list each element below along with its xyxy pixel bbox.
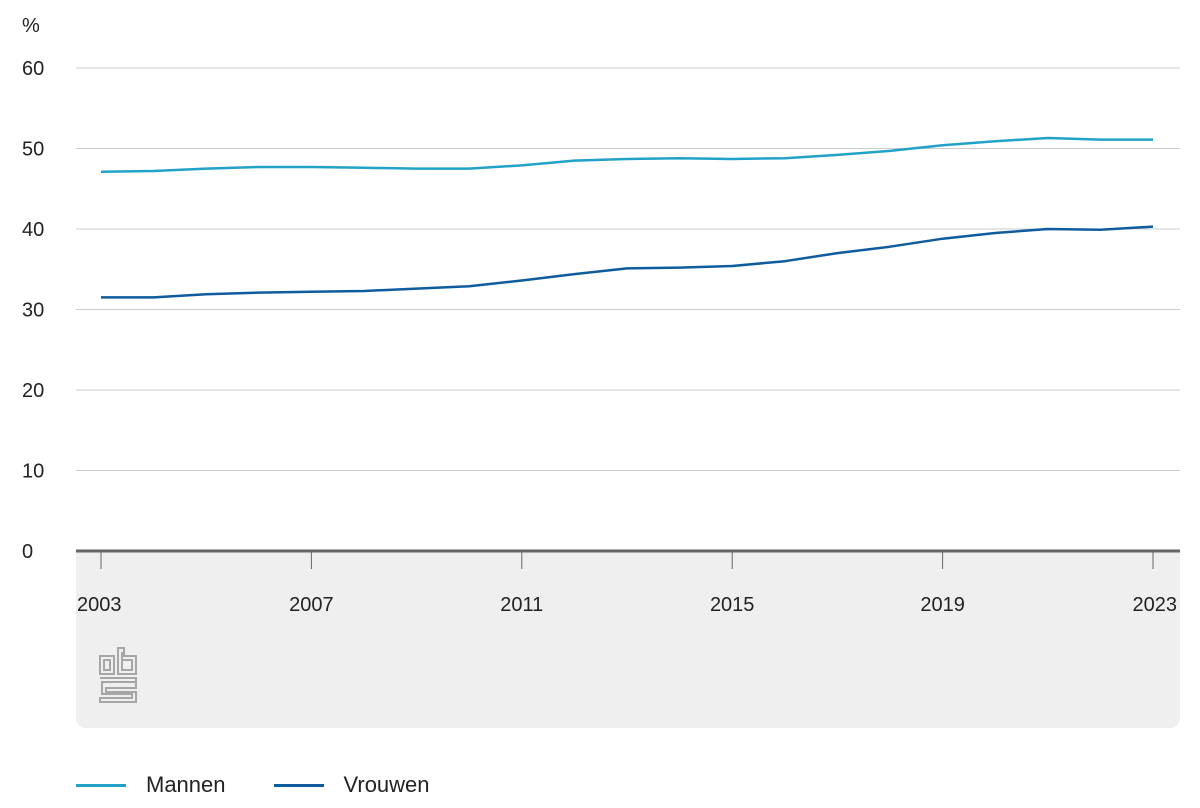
x-ticks: 2003 2007 2011 2015 2019 2023 [77, 551, 1177, 616]
grid [76, 67, 1180, 471]
cbs-logo-icon [99, 647, 137, 703]
y-axis-label: % [22, 15, 40, 37]
x-tick-label-2015: 2015 [710, 594, 755, 616]
x-tick-label-2007: 2007 [289, 594, 334, 616]
x-tick-label-2019: 2019 [920, 594, 965, 616]
x-tick-label-2003: 2003 [77, 594, 122, 616]
y-tick-label-60: 60 [22, 58, 44, 80]
series-line-mannen[interactable] [100, 136, 1153, 174]
y-tick-labels: 0 10 20 30 40 50 60 [22, 58, 44, 563]
legend-swatch-mannen [76, 783, 126, 787]
footer-panel [76, 551, 1180, 728]
legend-swatch-vrouwen [273, 783, 324, 787]
legend: Mannen Vrouwen [76, 772, 478, 798]
x-tick-label-2023: 2023 [1133, 594, 1178, 616]
y-tick-label-40: 40 [22, 219, 44, 241]
legend-label-mannen: Mannen [146, 772, 226, 797]
legend-item-mannen[interactable]: Mannen [76, 772, 226, 798]
y-tick-label-30: 30 [22, 300, 44, 322]
legend-item-vrouwen[interactable]: Vrouwen [273, 772, 430, 798]
y-tick-label-0: 0 [22, 541, 33, 563]
y-tick-label-50: 50 [22, 139, 44, 161]
series-line-vrouwen[interactable] [101, 225, 1154, 299]
series-lines [100, 136, 1154, 299]
y-tick-label-20: 20 [22, 380, 44, 402]
legend-label-vrouwen: Vrouwen [343, 772, 430, 797]
x-tick-label-2011: 2011 [500, 594, 543, 616]
y-tick-label-10: 10 [22, 461, 44, 483]
